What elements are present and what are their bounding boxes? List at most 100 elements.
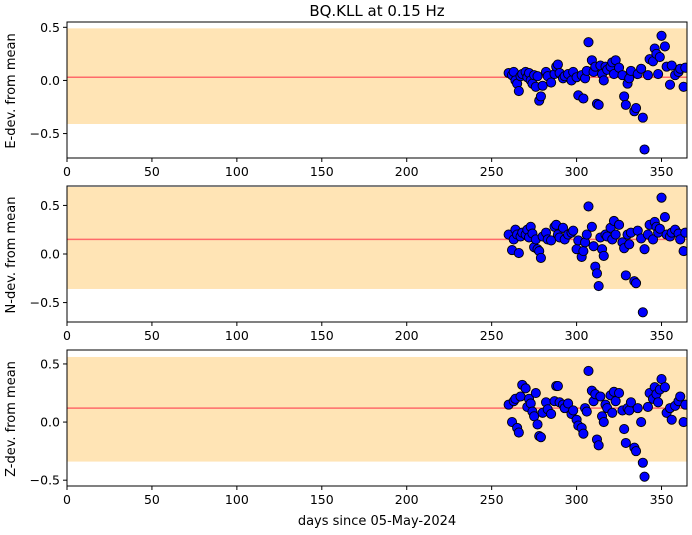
z-ytick-label: 0.5 — [40, 356, 60, 371]
z-ytick-label: 0.0 — [40, 415, 60, 430]
n-point — [659, 212, 670, 223]
z-point — [659, 382, 670, 393]
z-point — [630, 446, 642, 457]
z-point — [675, 391, 686, 402]
z-point — [678, 417, 687, 428]
e-point — [593, 99, 604, 110]
z-point — [568, 405, 579, 416]
z-point — [632, 403, 643, 414]
e-plot-area: 0 50 100 150 200 250 300 350 −0.5 0.0 0.5 — [30, 20, 688, 179]
e-point — [630, 103, 642, 114]
e-point — [583, 37, 594, 48]
e-point — [537, 80, 548, 91]
n-point — [568, 225, 579, 236]
z-xtick-label: 150 — [310, 492, 334, 507]
z-point — [552, 380, 563, 392]
e-ytick-label: 0.5 — [40, 20, 60, 35]
n-point — [598, 250, 609, 261]
e-point — [619, 91, 630, 102]
e-xtick-label: 300 — [565, 164, 589, 179]
n-xtick-label: 350 — [650, 328, 674, 343]
z-point — [513, 427, 524, 438]
e-point — [659, 41, 670, 52]
z-point — [546, 408, 557, 419]
z-axes-frame — [66, 349, 688, 487]
e-xtick-label: 100 — [225, 164, 249, 179]
z-ytick-label: −0.5 — [30, 473, 60, 488]
z-xlabel: days since 05-May-2024 — [298, 514, 456, 529]
n-point — [581, 229, 592, 240]
e-point — [678, 81, 687, 92]
n-point — [535, 252, 546, 263]
e-point — [552, 59, 563, 70]
z-point — [598, 417, 609, 428]
n-panel: 0 50 100 150 200 250 300 350 −0.5 0.0 0.5 N-dev. f… — [4, 185, 688, 343]
z-xtick-label: 100 — [225, 492, 249, 507]
n-point — [637, 307, 648, 318]
z-point — [620, 437, 631, 449]
n-point — [583, 201, 594, 212]
n-xtick-label: 150 — [310, 328, 334, 343]
z-point — [624, 405, 635, 416]
z-point — [637, 457, 648, 468]
z-point — [581, 406, 592, 417]
z-point — [636, 417, 647, 428]
n-xtick-label: 200 — [395, 328, 419, 343]
n-point — [578, 246, 589, 257]
z-xtick-label: 300 — [565, 492, 589, 507]
n-point — [513, 247, 524, 259]
e-point — [620, 99, 631, 110]
n-point — [620, 270, 631, 281]
n-xtick-label: 50 — [144, 328, 160, 343]
z-point — [642, 401, 653, 413]
z-point — [607, 407, 618, 418]
e-point — [653, 69, 664, 80]
e-xtick-label: 150 — [310, 164, 334, 179]
e-point — [664, 79, 676, 90]
n-ytick-label: −0.5 — [30, 295, 60, 310]
z-point — [578, 428, 589, 439]
n-point — [610, 229, 621, 240]
n-point — [647, 234, 659, 245]
e-point — [656, 30, 667, 41]
z-point — [563, 398, 574, 409]
z-point — [583, 365, 594, 376]
e-data-layer — [67, 28, 687, 155]
chart-title: BQ.KLL at 0.15 Hz — [309, 2, 444, 20]
z-xtick-label: 350 — [650, 492, 674, 507]
z-point — [530, 387, 541, 399]
z-point — [595, 391, 606, 402]
n-point — [591, 268, 603, 279]
n-point — [656, 192, 667, 203]
z-point — [520, 383, 531, 394]
z-xtick-label: 200 — [395, 492, 419, 507]
z-point — [614, 387, 625, 399]
e-ytick-label: −0.5 — [30, 126, 60, 141]
z-point — [625, 397, 637, 408]
z-plot-area: 0 50 100 150 200 250 300 350 −0.5 0.0 0.5 — [30, 349, 688, 507]
z-xtick-label: 0 — [63, 492, 71, 507]
n-point — [586, 221, 597, 232]
n-xtick-label: 300 — [565, 328, 589, 343]
e-point — [637, 112, 648, 123]
n-point — [678, 246, 687, 257]
n-point — [624, 239, 635, 250]
e-xtick-label: 50 — [144, 164, 160, 179]
e-point — [642, 70, 653, 81]
e-ylabel: E-dev. from mean — [4, 33, 19, 148]
n-point — [654, 223, 665, 234]
e-point — [654, 52, 665, 63]
n-xtick-label: 250 — [480, 328, 504, 343]
z-point — [515, 391, 526, 402]
e-panel: 0 50 100 150 200 250 300 350 −0.5 0.0 0.5 E-dev. f… — [4, 20, 688, 179]
n-data-layer — [67, 186, 687, 318]
e-xtick-label: 350 — [650, 164, 674, 179]
e-point — [639, 144, 650, 155]
z-point — [639, 471, 650, 482]
e-point — [636, 63, 647, 74]
n-point — [593, 281, 604, 292]
e-point — [535, 91, 546, 102]
e-point — [680, 62, 687, 73]
e-point — [598, 75, 609, 86]
z-point — [525, 398, 536, 409]
